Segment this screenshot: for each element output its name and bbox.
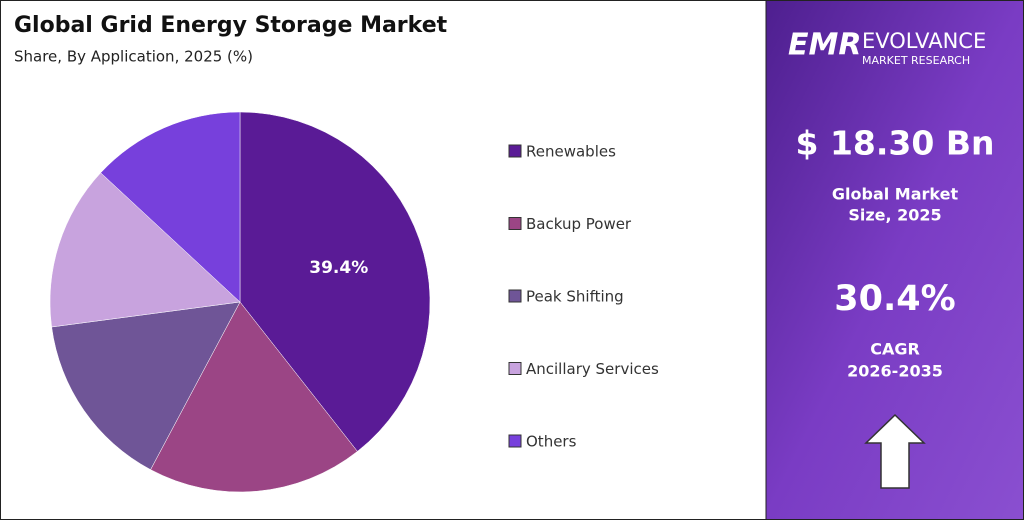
up-arrow	[864, 413, 926, 489]
legend-label: Peak Shifting	[526, 288, 624, 306]
pie-slice	[100, 111, 241, 303]
brand-sub: MARKET RESEARCH	[862, 54, 970, 67]
pie: 39.4%	[49, 111, 431, 493]
slice-label: 39.4%	[309, 258, 368, 278]
legend-swatch	[508, 434, 522, 448]
legend-label: Renewables	[526, 143, 616, 161]
pie-slice	[49, 172, 241, 328]
cagr: 30.4%	[834, 279, 955, 319]
legend-label: Others	[526, 433, 577, 451]
brand: EVOLVANCE	[862, 29, 986, 53]
cagr-label: 2026-2035	[847, 362, 943, 381]
chart-subtitle: Share, By Application, 2025 (%)	[14, 48, 253, 66]
market-size: $ 18.30 Bn	[796, 124, 995, 163]
legend: Renewables Backup Power Peak Shifting Ancil…	[508, 143, 659, 451]
pie-slice	[239, 111, 431, 452]
pie-slice	[150, 301, 358, 493]
legend-swatch	[508, 217, 522, 230]
legend-swatch	[508, 362, 522, 375]
logo: EMR	[788, 28, 861, 63]
legend-swatch	[508, 144, 522, 158]
legend-label: Ancillary Services	[526, 360, 659, 378]
legend-swatch	[508, 289, 522, 303]
market-size-label: Global Market	[832, 185, 959, 204]
chart-title: Global Grid Energy Storage Market	[14, 13, 448, 38]
legend-label: Backup Power	[526, 215, 632, 233]
market-size-label: Size, 2025	[848, 206, 941, 225]
pie-slice	[51, 301, 241, 470]
cagr-label: CAGR	[870, 340, 920, 359]
